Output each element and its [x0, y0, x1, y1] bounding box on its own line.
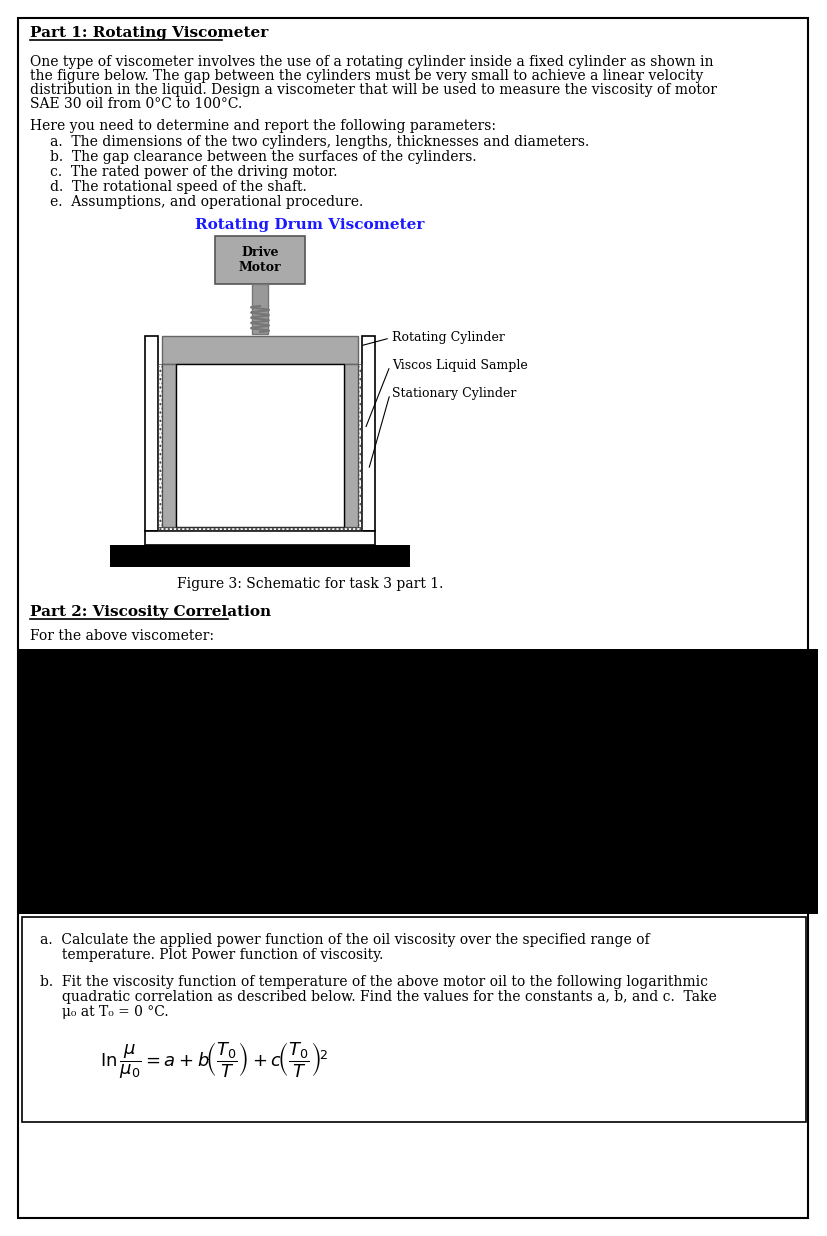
Text: a.  The dimensions of the two cylinders, lengths, thicknesses and diameters.: a. The dimensions of the two cylinders, … [50, 135, 589, 150]
Text: Rotating Cylinder: Rotating Cylinder [391, 331, 504, 345]
Text: Drive
Motor: Drive Motor [238, 246, 281, 274]
Text: One type of viscometer involves the use of a rotating cylinder inside a fixed cy: One type of viscometer involves the use … [30, 54, 713, 69]
Text: the figure below. The gap between the cylinders must be very small to achieve a : the figure below. The gap between the cy… [30, 69, 702, 83]
Text: SAE 30 oil from 0°C to 100°C.: SAE 30 oil from 0°C to 100°C. [30, 96, 242, 111]
Bar [162, 336, 357, 363]
Text: Part 1: Rotating Viscometer: Part 1: Rotating Viscometer [30, 26, 268, 40]
Bar [158, 527, 361, 531]
Text: Stationary Cylinder: Stationary Cylinder [391, 388, 516, 400]
Bar [357, 363, 361, 527]
Bar [145, 336, 158, 531]
Text: For the above viscometer:: For the above viscometer: [30, 629, 213, 643]
Text: b.  Fit the viscosity function of temperature of the above motor oil to the foll: b. Fit the viscosity function of tempera… [40, 975, 707, 989]
Bar [251, 284, 268, 334]
Bar [22, 917, 805, 1122]
Bar [343, 363, 357, 527]
Text: Rotating Drum Viscometer: Rotating Drum Viscometer [195, 218, 424, 232]
Text: Here you need to determine and report the following parameters:: Here you need to determine and report th… [30, 119, 495, 133]
Text: c.  The rated power of the driving motor.: c. The rated power of the driving motor. [50, 164, 337, 179]
Bar [162, 363, 176, 527]
Text: $\mathrm{In}\,\dfrac{\mu}{\mu_0} = a + b\!\left(\dfrac{T_0}{T}\right) + c\!\left: $\mathrm{In}\,\dfrac{\mu}{\mu_0} = a + b… [100, 1039, 327, 1080]
Bar [145, 531, 375, 545]
Bar [361, 336, 375, 531]
Text: d.  The rotational speed of the shaft.: d. The rotational speed of the shaft. [50, 180, 306, 194]
Text: Viscos Liquid Sample: Viscos Liquid Sample [391, 360, 527, 372]
Text: a.  Calculate the applied power function of the oil viscosity over the specified: a. Calculate the applied power function … [40, 933, 649, 947]
Text: distribution in the liquid. Design a viscometer that will be used to measure the: distribution in the liquid. Design a vis… [30, 83, 716, 96]
Text: temperature. Plot Power function of viscosity.: temperature. Plot Power function of visc… [40, 948, 383, 962]
Text: μ₀ at T₀ = 0 °C.: μ₀ at T₀ = 0 °C. [40, 1005, 169, 1018]
Bar [110, 545, 409, 567]
Bar [215, 236, 304, 284]
Bar [18, 649, 817, 913]
Text: Part 2: Viscosity Correlation: Part 2: Viscosity Correlation [30, 604, 270, 619]
Text: b.  The gap clearance between the surfaces of the cylinders.: b. The gap clearance between the surface… [50, 150, 476, 164]
Text: Figure 3: Schematic for task 3 part 1.: Figure 3: Schematic for task 3 part 1. [177, 577, 442, 591]
Bar [176, 363, 343, 527]
Text: quadratic correlation as described below. Find the values for the constants a, b: quadratic correlation as described below… [40, 990, 716, 1004]
Bar [158, 363, 162, 527]
Text: e.  Assumptions, and operational procedure.: e. Assumptions, and operational procedur… [50, 195, 363, 209]
